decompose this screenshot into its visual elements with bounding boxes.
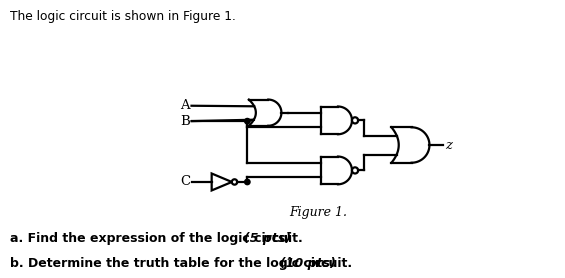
Text: b. Determine the truth table for the logic circuit.: b. Determine the truth table for the log… <box>10 257 357 270</box>
Text: a. Find the expression of the logic circuit.: a. Find the expression of the logic circ… <box>10 232 307 245</box>
Text: C: C <box>180 175 190 188</box>
Text: z: z <box>445 138 452 152</box>
Text: (10 pts): (10 pts) <box>280 257 336 270</box>
Circle shape <box>245 118 250 124</box>
Text: (5 pts): (5 pts) <box>244 232 291 245</box>
Text: The logic circuit is shown in Figure 1.: The logic circuit is shown in Figure 1. <box>10 10 236 23</box>
Text: B: B <box>180 115 190 128</box>
Text: A: A <box>180 99 190 112</box>
Text: Figure 1.: Figure 1. <box>290 205 347 219</box>
Circle shape <box>245 179 250 185</box>
